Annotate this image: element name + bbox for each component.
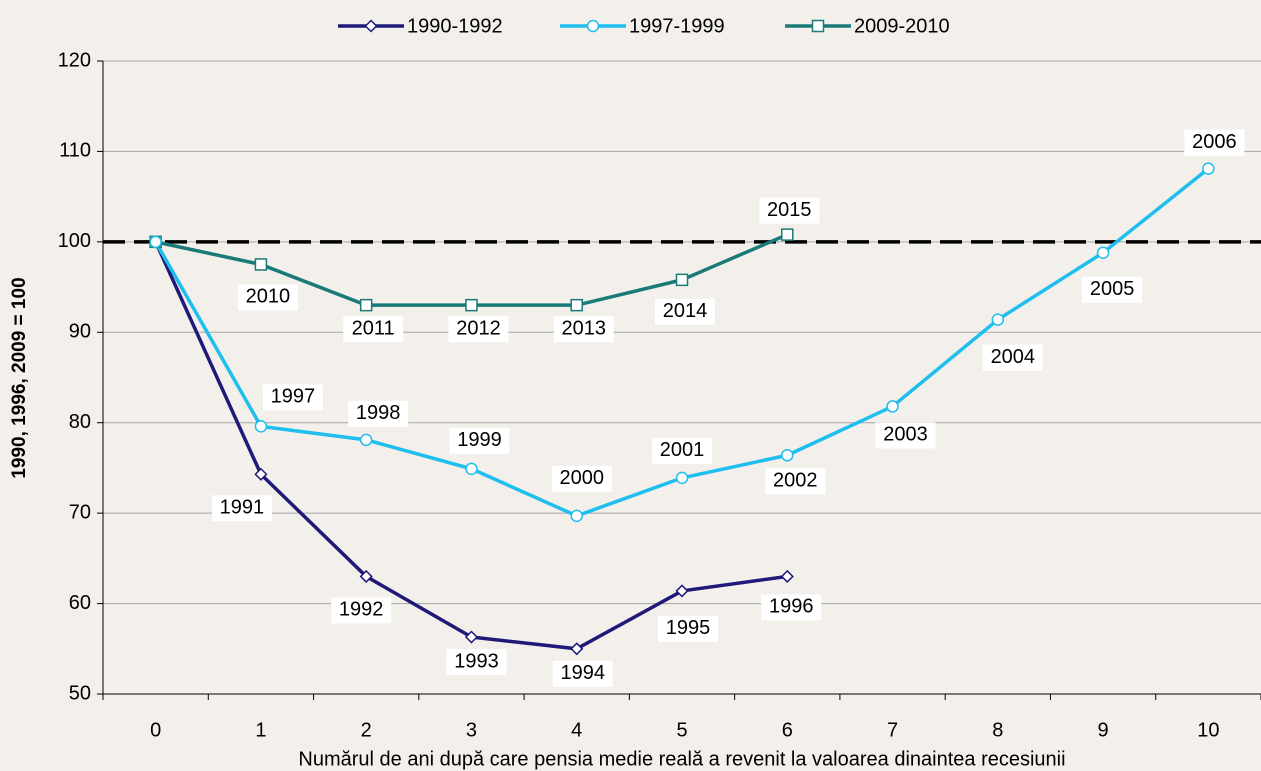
point-label: 2011 xyxy=(352,317,395,339)
marker xyxy=(1096,246,1110,259)
marker xyxy=(149,235,162,249)
marker xyxy=(675,273,689,287)
point-label-box xyxy=(343,316,404,343)
x-tick-label: 0 xyxy=(150,719,161,741)
marker xyxy=(359,569,373,584)
point-label: 1999 xyxy=(457,429,502,451)
y-tick-label: 120 xyxy=(58,49,91,71)
marker xyxy=(465,462,478,476)
marker xyxy=(359,433,373,447)
x-tick-label: 7 xyxy=(887,719,898,741)
legend-label: 2009-2010 xyxy=(854,15,950,37)
point-label-box xyxy=(655,298,715,325)
point-label: 2006 xyxy=(1192,131,1237,153)
point-label: 2015 xyxy=(767,199,812,221)
marker xyxy=(359,298,373,312)
point-label: 2002 xyxy=(773,470,818,492)
x-tick-label: 3 xyxy=(466,719,477,741)
legend-label: 1997-1999 xyxy=(629,15,725,37)
marker xyxy=(886,400,899,413)
x-tick-label: 1 xyxy=(255,719,266,741)
y-tick-label: 70 xyxy=(69,501,91,523)
y-tick-label: 90 xyxy=(69,321,91,343)
point-label-box xyxy=(348,400,409,427)
x-tick-label: 5 xyxy=(676,719,687,741)
marker xyxy=(675,584,689,598)
point-label-box xyxy=(765,468,826,495)
point-label-box xyxy=(1082,276,1143,303)
point-label-box xyxy=(982,344,1043,371)
marker xyxy=(586,19,600,33)
point-label: 1997 xyxy=(271,386,316,408)
y-axis-label: 1990, 1996, 2009 = 100 xyxy=(9,277,30,478)
point-label: 2010 xyxy=(246,286,291,308)
marker xyxy=(1202,162,1215,175)
marker xyxy=(570,642,584,656)
point-label-box xyxy=(551,465,612,492)
marker xyxy=(254,467,268,481)
y-tick-label: 110 xyxy=(59,140,91,162)
point-label-box xyxy=(262,384,323,411)
x-axis-label: Numărul de ani după care pensia medie re… xyxy=(298,748,1065,770)
marker xyxy=(570,509,583,523)
marker xyxy=(570,298,583,312)
point-label-box xyxy=(448,316,509,343)
point-label-box xyxy=(331,597,392,624)
point-label-box xyxy=(761,594,822,621)
y-tick-label: 100 xyxy=(58,230,91,252)
x-tick-label: 6 xyxy=(782,719,793,741)
legend-label: 1990-1992 xyxy=(407,15,503,37)
point-label-box xyxy=(652,437,712,464)
point-label: 2013 xyxy=(561,317,606,339)
point-label-box xyxy=(553,316,614,343)
point-label-box xyxy=(1184,129,1245,156)
point-label-box xyxy=(211,495,272,522)
point-label-box xyxy=(237,284,298,311)
point-label-box xyxy=(552,660,613,687)
point-label: 2012 xyxy=(456,317,501,339)
point-label: 2003 xyxy=(883,424,928,446)
point-label-box xyxy=(875,422,936,449)
y-tick-label: 50 xyxy=(69,682,91,704)
y-tick-label: 80 xyxy=(69,411,91,433)
point-label: 2004 xyxy=(991,346,1036,368)
point-label: 1991 xyxy=(220,497,265,519)
marker xyxy=(780,569,794,584)
marker xyxy=(464,630,479,644)
x-tick-label: 8 xyxy=(992,719,1003,741)
marker xyxy=(465,298,478,312)
marker xyxy=(364,19,378,33)
marker xyxy=(811,19,825,33)
point-label-box xyxy=(446,649,507,676)
point-label: 2005 xyxy=(1090,278,1135,300)
point-label: 1996 xyxy=(769,596,814,618)
y-tick-label: 60 xyxy=(69,592,91,614)
marker xyxy=(781,449,794,462)
marker xyxy=(675,471,689,485)
point-label: 2014 xyxy=(663,300,708,322)
point-label: 1998 xyxy=(356,402,401,424)
x-tick-label: 9 xyxy=(1098,719,1109,741)
point-label: 1995 xyxy=(666,617,711,639)
marker xyxy=(254,420,268,433)
point-label-box xyxy=(658,615,718,642)
x-tick-label: 10 xyxy=(1197,719,1219,741)
point-label: 1993 xyxy=(454,650,499,672)
point-label-box xyxy=(449,427,510,454)
marker xyxy=(991,313,1005,326)
point-label: 1992 xyxy=(339,599,384,621)
point-label-box xyxy=(759,197,820,224)
x-tick-label: 4 xyxy=(571,719,582,741)
point-label: 2000 xyxy=(559,467,604,489)
x-tick-label: 2 xyxy=(361,719,372,741)
marker xyxy=(254,258,268,271)
marker xyxy=(781,228,794,241)
point-label: 2001 xyxy=(660,439,705,461)
point-label: 1994 xyxy=(560,662,605,684)
